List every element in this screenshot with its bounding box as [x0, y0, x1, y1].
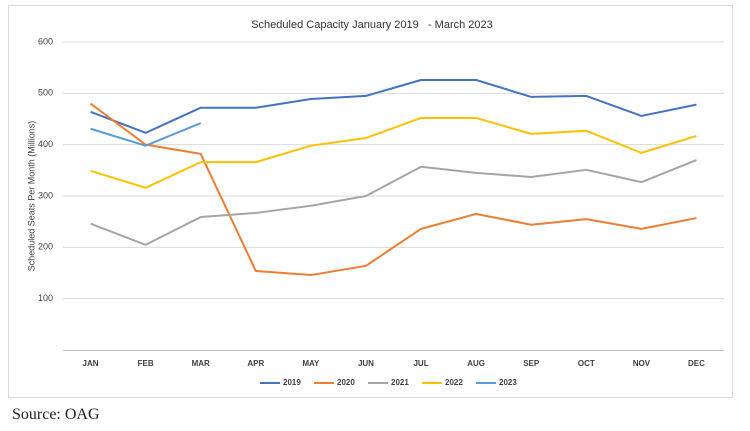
x-tick-label: NOV	[633, 359, 651, 368]
legend-label: 2019	[283, 378, 301, 387]
x-tick-label: AUG	[467, 359, 485, 368]
legend-label: 2020	[337, 378, 355, 387]
series-line	[90, 78, 697, 134]
legend-label: 2021	[391, 378, 409, 387]
x-tick-label: JAN	[83, 359, 99, 368]
series-line	[90, 159, 697, 246]
y-tick-label: 400	[38, 139, 53, 149]
x-tick-label: JUN	[358, 359, 374, 368]
x-tick-label: JUL	[413, 359, 428, 368]
y-tick-label: 500	[38, 88, 53, 98]
y-tick-label: 100	[38, 293, 53, 303]
source: Source: OAG	[12, 406, 100, 423]
chart-border	[8, 5, 733, 398]
legend-label: 2023	[499, 378, 517, 387]
legend-label: 2022	[445, 378, 463, 387]
x-tick-label: FEB	[138, 359, 154, 368]
chart-title: Scheduled Capacity January 2019 - March …	[251, 19, 493, 31]
y-axis-label: Scheduled Seats Per Month (Millions)	[26, 121, 36, 272]
series-line	[90, 122, 202, 147]
y-tick-label: 300	[38, 190, 53, 200]
series-line	[90, 116, 697, 189]
y-tick-label: 200	[38, 242, 53, 252]
x-tick-label: OCT	[578, 359, 595, 368]
x-tick-label: SEP	[523, 359, 540, 368]
y-tick-label: 600	[38, 36, 53, 46]
x-tick-label: DEC	[688, 359, 705, 368]
x-tick-label: APR	[247, 359, 264, 368]
series-line	[89, 102, 697, 277]
chart: Scheduled Capacity January 2019 - March …	[8, 5, 733, 398]
x-tick-label: MAY	[302, 359, 320, 368]
x-tick-label: MAR	[192, 359, 210, 368]
